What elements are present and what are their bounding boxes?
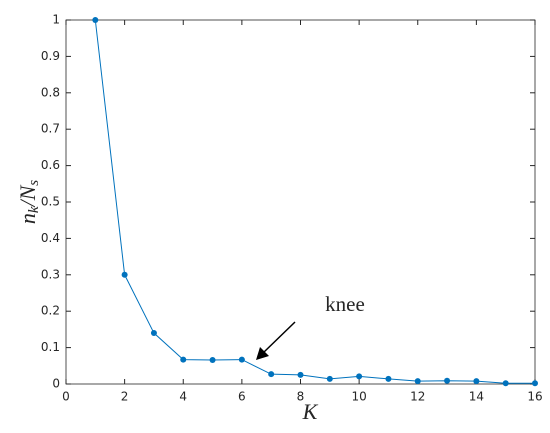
point <box>326 375 333 382</box>
y-tick-label: 0.6 <box>41 158 60 172</box>
point <box>473 378 480 385</box>
point <box>444 377 451 384</box>
point <box>385 375 392 382</box>
point <box>297 371 304 378</box>
y-label-sub: s <box>26 180 42 186</box>
y-tick-label: 0.8 <box>41 85 60 99</box>
y-label-part: /N <box>15 184 40 208</box>
x-tick-label: 10 <box>351 390 366 404</box>
point <box>121 271 128 278</box>
y-tick-label: 0.2 <box>41 304 60 318</box>
x-tick-label: 12 <box>410 390 425 404</box>
x-tick-label: 14 <box>469 390 484 404</box>
point <box>502 380 509 387</box>
y-tick-label: 0.1 <box>41 340 60 354</box>
point <box>209 356 216 363</box>
arrow-head <box>256 347 269 360</box>
point <box>414 378 421 385</box>
point <box>150 330 157 337</box>
x-tick-label: 6 <box>238 390 246 404</box>
point <box>268 371 275 378</box>
point <box>532 380 538 387</box>
y-tick-label: 0.3 <box>41 267 60 281</box>
x-tick-label: 2 <box>121 390 129 404</box>
x-tick-label: 8 <box>297 390 305 404</box>
x-axis-label: K <box>302 399 319 424</box>
point <box>92 17 99 23</box>
y-axis-label: nk/Ns <box>15 180 42 224</box>
y-label-sub: k <box>26 206 42 213</box>
y-tick-label: 1 <box>52 13 60 27</box>
line <box>94 19 535 384</box>
x-tick-label: 16 <box>527 390 542 404</box>
y-label-part: n <box>15 213 40 224</box>
x-tick-label: 4 <box>179 390 187 404</box>
annotation: knee <box>325 292 365 316</box>
point <box>356 373 363 380</box>
annotation-arrow <box>262 321 296 354</box>
point <box>238 356 245 363</box>
y-tick-label: 0 <box>52 377 60 391</box>
y-tick-label: 0.5 <box>41 195 60 209</box>
x-tick-label: 0 <box>62 390 70 404</box>
point <box>180 356 187 363</box>
y-tick-label: 0.7 <box>41 122 60 136</box>
plot-frame <box>65 19 536 385</box>
y-tick-label: 0.9 <box>41 49 60 63</box>
y-tick-label: 0.4 <box>41 231 60 245</box>
